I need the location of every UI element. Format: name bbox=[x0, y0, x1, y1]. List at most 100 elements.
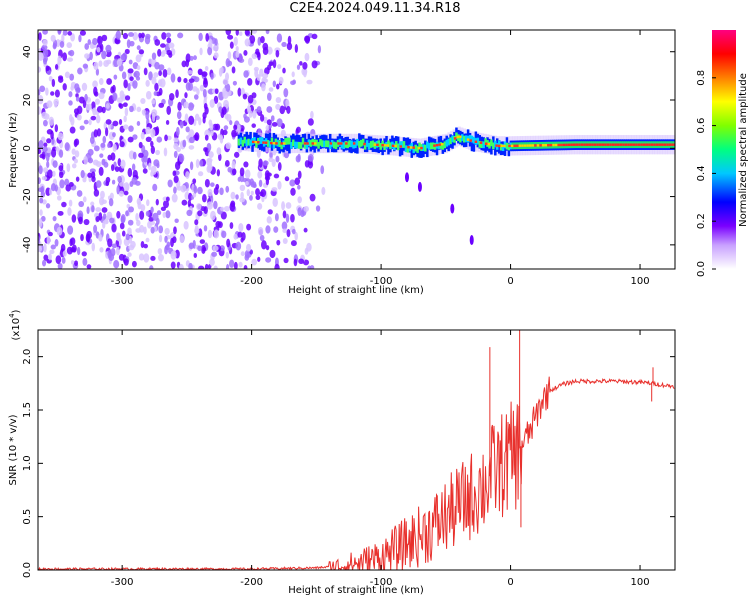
signal-peak bbox=[671, 143, 674, 146]
signal-inner bbox=[499, 143, 503, 151]
spectrogram-noise-blob bbox=[148, 162, 152, 171]
x-tick-label: -200 bbox=[240, 577, 263, 588]
spectrogram-noise-blob bbox=[166, 105, 172, 115]
spectrogram-noise-blob bbox=[203, 147, 208, 153]
spectrogram-noise-blob bbox=[162, 211, 166, 218]
x-tick-label: -200 bbox=[240, 276, 263, 287]
y-tick-label: 0 bbox=[22, 145, 33, 151]
signal-inner bbox=[641, 141, 645, 149]
spectrogram-noise-blob bbox=[80, 169, 85, 179]
spectrogram-noise-blob bbox=[112, 132, 116, 138]
spectrogram-noise-blob bbox=[138, 253, 145, 261]
spectrogram-noise-blob bbox=[138, 152, 144, 158]
spectrogram-noise-blob bbox=[188, 262, 193, 269]
spectrogram-noise-blob bbox=[82, 99, 87, 109]
y-tick-label: -20 bbox=[22, 188, 33, 204]
spectrogram-noise-blob bbox=[193, 94, 199, 100]
spectrogram-noise-blob bbox=[218, 153, 222, 162]
spectrogram-noise-blob bbox=[101, 34, 108, 42]
spectrogram-noise-blob bbox=[317, 45, 322, 54]
spectrogram-noise-blob bbox=[69, 126, 76, 134]
spectrogram-noise-blob bbox=[214, 88, 219, 95]
signal-inner bbox=[361, 138, 365, 146]
signal-inner bbox=[418, 142, 421, 150]
spectrogram-noise-blob bbox=[293, 258, 298, 267]
spectrogram-noise-blob bbox=[232, 80, 237, 86]
spectrogram-noise-blob bbox=[273, 226, 279, 233]
spectrogram-noise-blob bbox=[212, 245, 219, 252]
signal-inner bbox=[618, 141, 621, 149]
spectrogram-noise-blob bbox=[307, 265, 312, 269]
signal-peak bbox=[624, 143, 628, 146]
spectrogram-noise-blob bbox=[182, 139, 187, 148]
spectrogram-noise-blob bbox=[70, 116, 75, 126]
spectrogram-noise-blob bbox=[107, 249, 112, 259]
signal-inner bbox=[459, 135, 462, 143]
spectrogram-noise-blob bbox=[166, 67, 172, 76]
spectrogram-noise-blob bbox=[206, 201, 213, 210]
spectrogram-noise-blob bbox=[173, 226, 177, 235]
spectrogram-noise-blob bbox=[211, 88, 216, 94]
spectrogram-noise-blob bbox=[83, 119, 89, 125]
spectrogram-noise-blob bbox=[140, 131, 145, 140]
spectrogram-noise-blob bbox=[98, 166, 104, 176]
spectrogram-noise-blob bbox=[265, 257, 272, 263]
spectrogram-noise-blob bbox=[162, 68, 168, 78]
signal-core bbox=[418, 144, 421, 158]
spectrogram-noise-blob bbox=[45, 65, 50, 72]
spectrogram-noise-blob bbox=[290, 80, 296, 86]
spectrogram-noise-blob bbox=[295, 128, 299, 136]
spectrogram-noise-blob bbox=[277, 64, 282, 70]
spectrogram-noise-blob bbox=[132, 169, 138, 180]
spectrogram-noise-blob bbox=[173, 186, 177, 194]
spectrogram-noise-blob bbox=[257, 226, 264, 236]
signal-inner bbox=[340, 141, 344, 149]
spectrogram-noise-blob bbox=[257, 256, 261, 262]
spectrogram-noise-blob bbox=[285, 213, 290, 223]
spectrogram-noise-blob bbox=[199, 239, 206, 244]
spectrogram-noise-blob bbox=[125, 233, 130, 241]
spectrogram-noise-blob bbox=[98, 60, 103, 67]
spectrogram-noise-blob bbox=[175, 89, 179, 98]
signal-core bbox=[272, 132, 276, 147]
signal-inner bbox=[649, 141, 652, 149]
svg-text:(x104): (x104) bbox=[8, 309, 22, 340]
signal-inner bbox=[431, 142, 435, 150]
spectrogram-noise-blob bbox=[282, 210, 287, 219]
signal-inner bbox=[540, 141, 544, 149]
spectrogram-noise-blob bbox=[303, 68, 307, 78]
snr-frame bbox=[37, 329, 676, 571]
spectrogram-noise-blob bbox=[131, 177, 138, 185]
signal-peak bbox=[541, 144, 545, 147]
colorbar-tick-label: 0.0 bbox=[696, 261, 707, 277]
spectrogram-noise-blob bbox=[296, 64, 301, 70]
signal-peak bbox=[412, 146, 415, 149]
signal-peak bbox=[606, 143, 610, 146]
spectrogram-noise-blob bbox=[181, 199, 188, 206]
signal-core bbox=[245, 131, 248, 146]
spectrogram-noise-blob bbox=[188, 145, 195, 150]
signal-peak bbox=[526, 144, 529, 147]
spectrogram-noise-blob bbox=[172, 236, 177, 244]
spectrogram-noise-blob bbox=[65, 184, 72, 192]
y-tick-label: 1.0 bbox=[22, 455, 33, 471]
signal-core bbox=[381, 141, 384, 156]
spectrogram-noise-blob bbox=[85, 233, 90, 242]
spectrogram-noise-blob bbox=[43, 142, 48, 148]
signal-streak bbox=[450, 203, 455, 214]
spectrogram-noise-blob bbox=[48, 76, 53, 82]
snr-plot-area bbox=[38, 330, 675, 570]
spectrogram-noise-blob bbox=[170, 261, 176, 269]
spectrogram-noise-blob bbox=[143, 155, 148, 163]
spectrogram-noise-blob bbox=[52, 215, 57, 222]
spectrogram-noise-blob bbox=[244, 38, 251, 47]
signal-inner bbox=[626, 141, 629, 149]
spectrogram-noise-blob bbox=[227, 60, 233, 67]
signal-core bbox=[358, 133, 361, 147]
signal-peak bbox=[254, 140, 258, 144]
spectrogram-noise-blob bbox=[240, 191, 244, 200]
signal-inner bbox=[408, 144, 412, 152]
spectrogram-noise-blob bbox=[149, 265, 154, 269]
spectrogram-noise-blob bbox=[116, 97, 124, 104]
spectrogram-noise-blob bbox=[38, 177, 41, 185]
